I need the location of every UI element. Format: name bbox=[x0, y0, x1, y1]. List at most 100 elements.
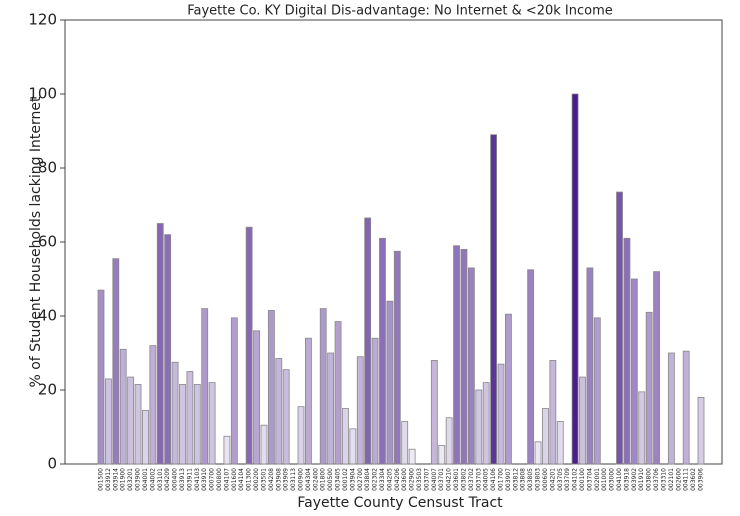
x-tick-label: 001910 bbox=[638, 468, 645, 491]
bar bbox=[297, 406, 305, 465]
x-tick-label: 004005 bbox=[483, 468, 490, 491]
x-tick-label: 003906 bbox=[698, 468, 705, 491]
bar bbox=[467, 267, 475, 465]
x-tick-label: 003310 bbox=[660, 468, 667, 491]
bar bbox=[623, 237, 631, 465]
bar bbox=[453, 245, 460, 465]
bar bbox=[223, 435, 231, 465]
x-tick-label: 003503 bbox=[416, 468, 423, 491]
y-tick-label: 0 bbox=[47, 455, 57, 473]
y-tick-label: 20 bbox=[38, 381, 57, 399]
bar bbox=[127, 376, 135, 465]
x-tick-label: 004201 bbox=[549, 468, 556, 491]
x-tick-label: 003201 bbox=[127, 468, 134, 491]
x-tick-label: 004304 bbox=[305, 468, 312, 491]
bar bbox=[697, 396, 705, 465]
x-tick-label: 001900 bbox=[120, 468, 127, 491]
chart-title: Fayette Co. KY Digital Dis-advantage: No… bbox=[187, 4, 613, 19]
x-tick-label: 004107 bbox=[223, 468, 230, 491]
x-tick-label: 002400 bbox=[312, 468, 319, 491]
bar bbox=[349, 428, 357, 465]
bar bbox=[342, 408, 349, 465]
x-tick-label: 003918 bbox=[623, 468, 630, 491]
bar bbox=[119, 348, 127, 465]
bar bbox=[386, 300, 394, 465]
x-tick-label: 002101 bbox=[668, 468, 675, 491]
x-tick-label: 004106 bbox=[490, 468, 497, 491]
bar bbox=[475, 389, 483, 465]
x-tick-label: 003910 bbox=[201, 468, 208, 491]
y-tick-label: 120 bbox=[28, 11, 57, 29]
x-tick-label: 001800 bbox=[320, 468, 327, 491]
bar bbox=[445, 417, 453, 465]
x-axis-label: Fayette County Censust Tract bbox=[297, 495, 503, 511]
x-tick-label: 003800 bbox=[646, 468, 653, 491]
bar bbox=[667, 352, 675, 465]
x-tick-label: 000600 bbox=[542, 468, 549, 491]
bar bbox=[267, 310, 275, 465]
x-tick-label: 000102 bbox=[342, 468, 349, 491]
x-tick-label: 001000 bbox=[601, 468, 608, 491]
x-tick-label: 000200 bbox=[253, 468, 260, 491]
x-tick-label: 003707 bbox=[423, 468, 430, 491]
x-tick-label: 000400 bbox=[172, 468, 179, 491]
bar bbox=[616, 191, 623, 465]
bar bbox=[164, 234, 172, 465]
x-tick-label: 003907 bbox=[505, 468, 512, 491]
bar bbox=[371, 337, 379, 465]
bar bbox=[527, 269, 535, 465]
x-tick-label: 003405 bbox=[335, 468, 342, 491]
x-tick-label: 002600 bbox=[675, 468, 682, 491]
x-tick-label: 003909 bbox=[283, 468, 290, 491]
x-tick-label: 003703 bbox=[475, 468, 482, 491]
bar bbox=[438, 445, 446, 465]
bar bbox=[586, 267, 594, 465]
x-tick-label: 003911 bbox=[186, 468, 193, 491]
bar bbox=[327, 352, 335, 465]
x-tick-label: 003706 bbox=[653, 468, 660, 491]
x-tick-label: 000900 bbox=[298, 468, 305, 491]
x-tick-label: 004206 bbox=[394, 468, 401, 491]
bar bbox=[356, 356, 364, 465]
bar bbox=[556, 421, 564, 465]
bar bbox=[179, 384, 186, 465]
bar bbox=[134, 384, 142, 465]
x-tick-label: 003304 bbox=[379, 468, 386, 491]
x-tick-label: 004100 bbox=[616, 468, 623, 491]
x-tick-label: 003804 bbox=[364, 468, 371, 491]
x-tick-label: 003914 bbox=[112, 468, 119, 491]
bar bbox=[142, 409, 149, 465]
x-tick-label: 000700 bbox=[209, 468, 216, 491]
bar bbox=[319, 308, 327, 465]
x-tick-label: 003904 bbox=[349, 468, 356, 491]
x-tick-label: 004205 bbox=[386, 468, 393, 491]
x-tick-label: 004209 bbox=[164, 468, 171, 491]
x-tick-label: 003000 bbox=[609, 468, 616, 491]
bar bbox=[156, 223, 164, 465]
bar bbox=[208, 382, 216, 465]
bar bbox=[105, 378, 112, 465]
x-tick-label: 003113 bbox=[290, 468, 297, 491]
bar bbox=[542, 408, 549, 465]
bar bbox=[186, 371, 194, 465]
bar bbox=[482, 382, 490, 465]
x-tick-label: 003705 bbox=[557, 468, 564, 491]
bar bbox=[645, 311, 653, 465]
bar bbox=[193, 384, 201, 465]
x-tick-label: 003501 bbox=[260, 468, 267, 491]
bar bbox=[112, 258, 120, 465]
x-tick-label: 003701 bbox=[438, 468, 445, 491]
x-tick-label: 003601 bbox=[453, 468, 460, 491]
x-tick-label: 001600 bbox=[231, 468, 238, 491]
y-axis-label: % of Student Households lacking Internet bbox=[28, 96, 44, 388]
y-tick-label: 60 bbox=[38, 233, 57, 251]
x-tick-label: 003602 bbox=[690, 468, 697, 491]
x-tick-label: 003600 bbox=[401, 468, 408, 491]
bar bbox=[275, 358, 283, 465]
x-tick-label: 003808 bbox=[520, 468, 527, 491]
x-tick-label: 004208 bbox=[268, 468, 275, 491]
x-tick-label: 004001 bbox=[142, 468, 149, 491]
x-tick-label: 004103 bbox=[194, 468, 201, 491]
x-tick-label: 003702 bbox=[468, 468, 475, 491]
